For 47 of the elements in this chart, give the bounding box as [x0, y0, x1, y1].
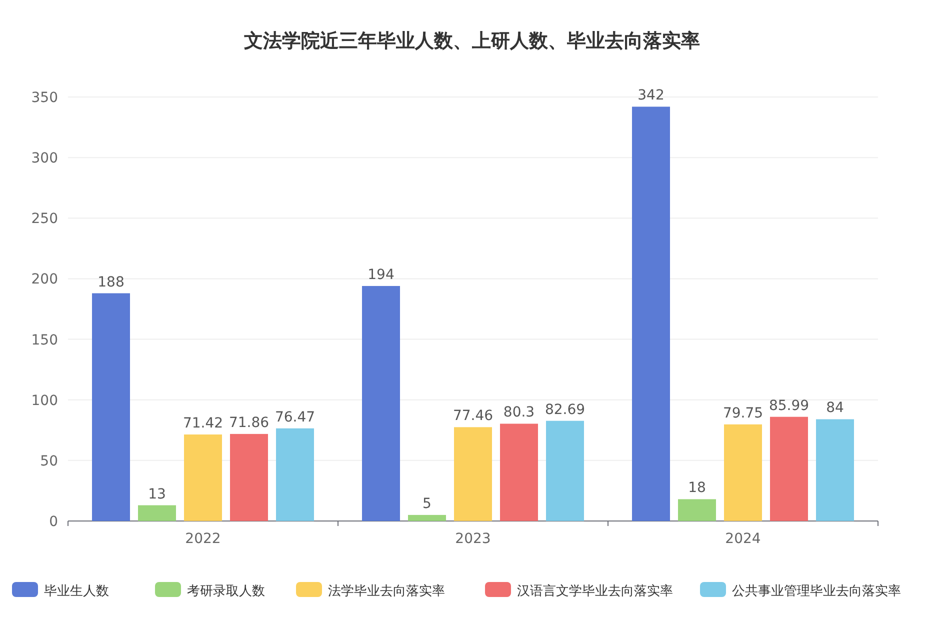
y-tick-label: 0 — [49, 514, 58, 530]
data-label: 82.69 — [544, 402, 586, 418]
bar — [500, 424, 538, 521]
data-label: 13 — [148, 486, 166, 502]
bar — [408, 514, 446, 521]
data-label: 71.42 — [182, 415, 224, 432]
bar — [454, 427, 492, 521]
bar — [276, 428, 314, 521]
data-label: 84 — [826, 400, 844, 416]
data-label: 79.75 — [722, 405, 764, 422]
data-label: 80.3 — [503, 404, 535, 421]
x-tick-label: 2024 — [725, 531, 761, 547]
bar — [546, 420, 584, 521]
bar — [770, 416, 808, 521]
bar — [92, 293, 130, 521]
legend-label: 公共事业管理毕业去向落实率 — [732, 583, 901, 599]
bar — [230, 434, 268, 521]
legend-label: 汉语言文学毕业去向落实率 — [517, 583, 673, 599]
x-tick-label: 2022 — [185, 531, 221, 547]
y-tick-label: 200 — [31, 272, 58, 288]
y-tick-label: 350 — [31, 90, 58, 106]
y-tick-label: 50 — [40, 453, 58, 470]
chart-title: 文法学院近三年毕业人数、上研人数、毕业去向落实率 — [243, 30, 700, 52]
x-tick-label: 2023 — [455, 531, 491, 547]
data-label: 18 — [688, 480, 706, 496]
bar — [816, 419, 854, 521]
bar — [678, 499, 716, 521]
data-label: 194 — [368, 266, 394, 283]
data-label: 5 — [422, 496, 432, 512]
data-label: 71.86 — [228, 414, 270, 431]
data-label: 85.99 — [768, 398, 810, 414]
data-label: 342 — [638, 88, 664, 104]
bar — [138, 505, 176, 521]
legend-label: 考研录取人数 — [187, 584, 265, 599]
legend-label: 法学毕业去向落实率 — [328, 583, 445, 599]
legend-label: 毕业生人数 — [44, 584, 109, 599]
bar — [632, 106, 670, 521]
y-tick-label: 150 — [31, 332, 58, 348]
data-label: 188 — [98, 274, 124, 290]
bar — [724, 424, 762, 521]
y-tick-label: 300 — [31, 150, 58, 167]
y-tick-label: 250 — [31, 211, 58, 228]
bar — [184, 434, 222, 521]
data-label: 76.47 — [274, 409, 316, 426]
bar — [362, 286, 400, 521]
y-tick-label: 100 — [31, 392, 58, 409]
data-label: 77.46 — [452, 408, 494, 424]
